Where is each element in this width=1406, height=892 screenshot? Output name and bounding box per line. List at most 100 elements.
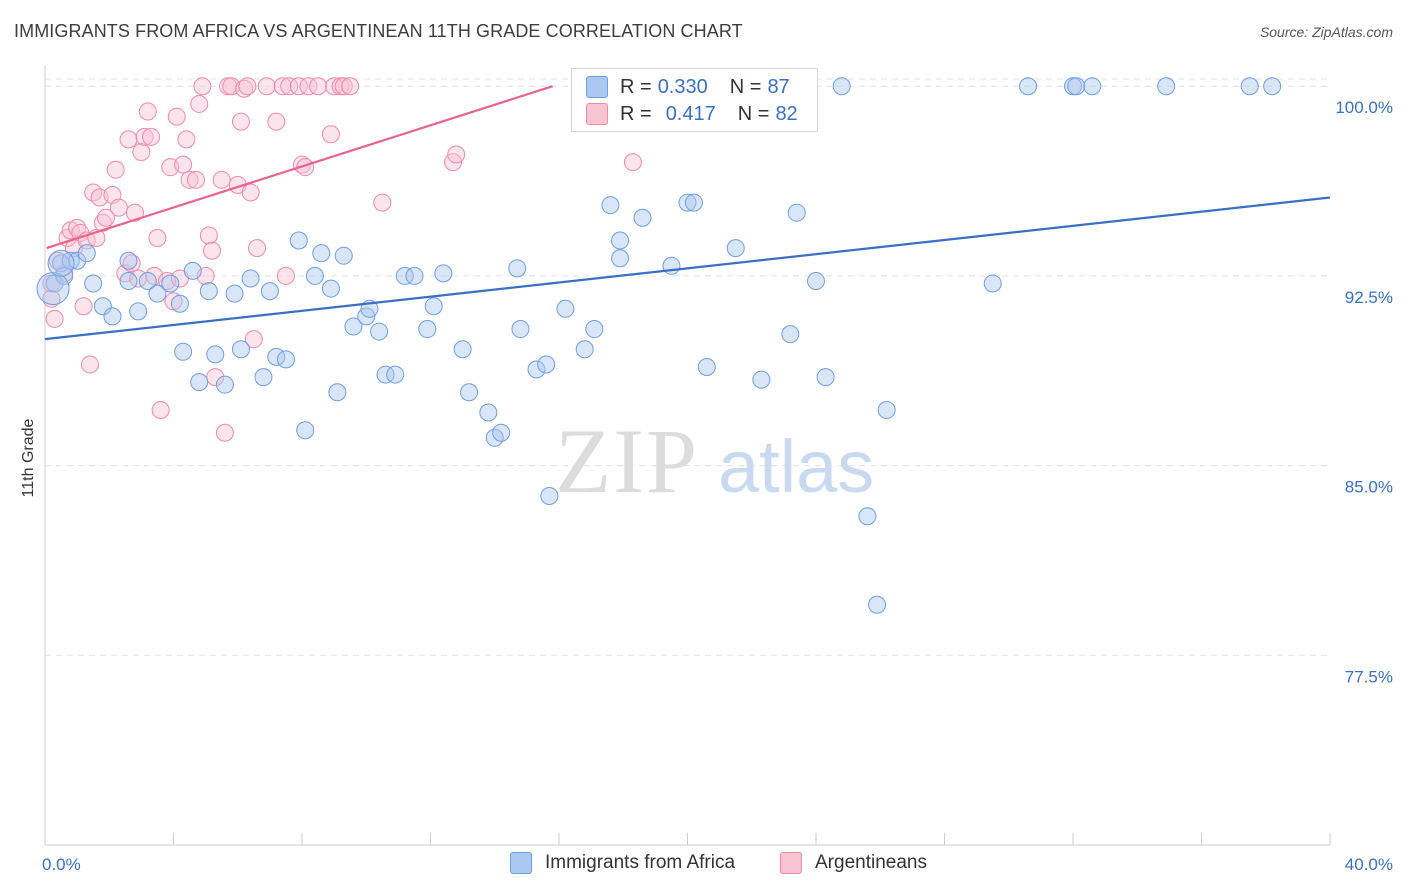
data-point (395, 266, 414, 285)
data-point (199, 226, 218, 245)
data-point (877, 400, 896, 419)
data-point (623, 153, 642, 172)
data-point (289, 77, 308, 96)
data-point (678, 193, 697, 212)
data-point (299, 77, 318, 96)
data-point (726, 239, 745, 258)
data-point (537, 355, 556, 374)
data-point (508, 259, 527, 278)
data-point (93, 297, 112, 316)
data-point (787, 203, 806, 222)
data-point (321, 279, 340, 298)
data-point (781, 325, 800, 344)
data-point (633, 208, 652, 227)
data-point (309, 77, 328, 96)
legend-n-label: N = (729, 75, 762, 98)
data-point (1019, 77, 1038, 96)
data-point (138, 271, 157, 290)
data-point (103, 307, 122, 326)
legend-swatch-pink (780, 852, 802, 874)
data-point (334, 77, 353, 96)
data-point (447, 145, 466, 164)
data-point (135, 127, 154, 146)
data-point (305, 266, 324, 285)
legend-row-argentineans: R = 0.417 N = 82 (586, 100, 798, 128)
data-point (186, 170, 205, 189)
data-point (611, 249, 630, 268)
data-point (151, 400, 170, 419)
data-point (858, 507, 877, 526)
data-point (119, 130, 138, 149)
data-point (697, 357, 716, 376)
data-point (983, 274, 1002, 293)
data-point (585, 320, 604, 339)
data-point (511, 320, 530, 339)
legend-item-africa[interactable]: Immigrants from Africa (510, 852, 735, 874)
data-point (199, 282, 218, 301)
data-point (1263, 77, 1282, 96)
data-point (460, 383, 479, 402)
data-point (231, 112, 250, 131)
data-point (203, 241, 222, 260)
correlation-legend: R = 0.330 N = 87 R = 0.417 N = 82 (571, 68, 818, 132)
data-point (61, 251, 80, 270)
data-point (601, 196, 620, 215)
data-point (97, 208, 116, 227)
data-point (122, 254, 141, 273)
series-immigrants-from-africa (36, 77, 1282, 614)
data-point (1157, 77, 1176, 96)
data-point (68, 251, 87, 270)
data-point (106, 160, 125, 179)
data-point (132, 142, 151, 161)
legend-item-argentineans[interactable]: Argentineans (780, 852, 927, 874)
data-point (84, 274, 103, 293)
legend-label-africa: Immigrants from Africa (545, 852, 736, 873)
y-tick-label: 100.0% (1335, 98, 1393, 117)
data-point (254, 368, 273, 387)
legend-row-africa: R = 0.330 N = 87 (586, 73, 790, 101)
data-point (434, 264, 453, 283)
data-point (611, 231, 630, 250)
data-point (248, 239, 267, 258)
data-point (47, 249, 75, 277)
data-point (36, 272, 70, 306)
trend-layer (44, 85, 1331, 341)
data-point (74, 297, 93, 316)
data-point (215, 423, 234, 442)
data-point (93, 213, 112, 232)
data-point (328, 383, 347, 402)
data-point (816, 368, 835, 387)
data-point (238, 77, 257, 96)
data-point (868, 595, 887, 614)
data-point (807, 271, 825, 290)
data-point (119, 271, 138, 290)
data-point (161, 274, 180, 293)
watermark-atlas: atlas (718, 425, 874, 508)
data-point (540, 486, 559, 505)
data-point (296, 421, 315, 440)
data-point (312, 244, 331, 263)
data-point (129, 302, 148, 321)
data-point (125, 203, 144, 222)
data-point (405, 266, 424, 285)
legend-r-label: R = (620, 102, 652, 125)
data-point (231, 340, 250, 359)
data-point (276, 266, 295, 285)
y-tick-label: 85.0% (1345, 478, 1393, 497)
data-point (215, 375, 234, 394)
legend-swatch-blue (586, 76, 608, 98)
data-point (68, 218, 87, 237)
data-point (42, 289, 61, 308)
data-point (273, 77, 292, 96)
data-point (376, 365, 395, 384)
legend-label-argentineans: Argentineans (815, 852, 927, 873)
series-argentineans (42, 77, 642, 442)
legend-n-label: N = (737, 102, 770, 125)
data-point (257, 77, 276, 96)
data-point (386, 365, 405, 384)
data-point (138, 102, 157, 121)
data-point (370, 322, 389, 341)
data-point (206, 368, 225, 387)
data-point (321, 125, 340, 144)
